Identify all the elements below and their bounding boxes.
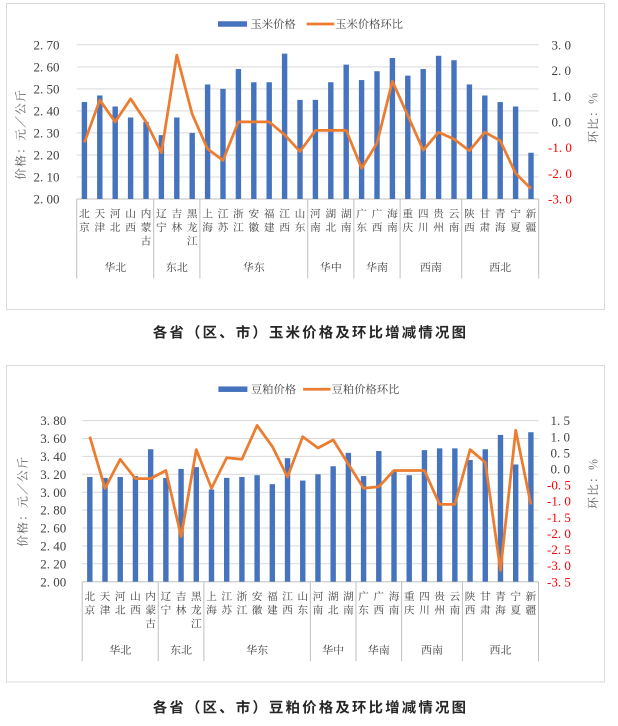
svg-text:0. 0: 0. 0 [552, 114, 572, 129]
svg-text:-3. 0: -3. 0 [548, 192, 572, 207]
svg-text:2. 20: 2. 20 [40, 556, 66, 571]
svg-text:-0. 5: -0. 5 [547, 478, 571, 493]
svg-text:2. 30: 2. 30 [34, 125, 60, 140]
svg-text:2. 60: 2. 60 [34, 59, 60, 74]
svg-text:3. 0: 3. 0 [552, 37, 572, 52]
svg-text:2. 80: 2. 80 [40, 503, 66, 518]
svg-text:2. 70: 2. 70 [34, 37, 60, 52]
svg-text:1. 0: 1. 0 [552, 89, 572, 104]
svg-text:2. 40: 2. 40 [40, 538, 66, 553]
svg-text:-3. 0: -3. 0 [547, 558, 571, 573]
svg-text:-2. 0: -2. 0 [548, 166, 572, 181]
svg-text:2. 00: 2. 00 [34, 192, 60, 207]
svg-text:2. 60: 2. 60 [40, 521, 66, 536]
svg-text:-1. 0: -1. 0 [548, 140, 572, 155]
svg-text:3. 00: 3. 00 [40, 485, 66, 500]
svg-text:1. 0: 1. 0 [551, 429, 571, 444]
svg-text:-1. 0: -1. 0 [547, 494, 571, 509]
svg-text:0. 0: 0. 0 [551, 461, 571, 476]
svg-text:2. 00: 2. 00 [40, 574, 66, 589]
svg-text:-2. 0: -2. 0 [547, 526, 571, 541]
svg-text:-1. 5: -1. 5 [547, 510, 571, 525]
svg-text:2. 20: 2. 20 [34, 147, 60, 162]
svg-text:1. 5: 1. 5 [551, 413, 571, 428]
svg-text:-3. 5: -3. 5 [547, 574, 571, 589]
svg-text:2. 40: 2. 40 [34, 103, 60, 118]
svg-text:3. 40: 3. 40 [40, 449, 66, 464]
svg-text:2. 10: 2. 10 [34, 170, 60, 185]
svg-text:0. 5: 0. 5 [551, 445, 571, 460]
svg-text:3. 80: 3. 80 [40, 413, 66, 428]
svg-text:-2. 5: -2. 5 [547, 542, 571, 557]
svg-text:2. 50: 2. 50 [34, 81, 60, 96]
svg-text:3. 60: 3. 60 [40, 431, 66, 446]
svg-text:2. 0: 2. 0 [552, 63, 572, 78]
svg-text:3. 20: 3. 20 [40, 467, 66, 482]
